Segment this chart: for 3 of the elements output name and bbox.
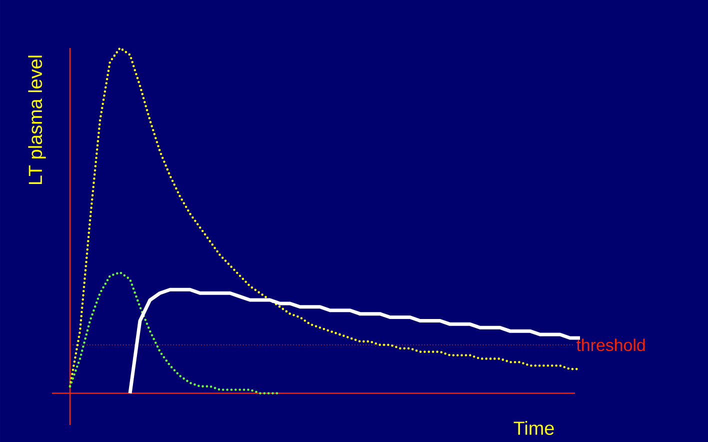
y-axis-title: LT plasma level <box>28 56 46 184</box>
x-axis-title: Time <box>514 421 554 435</box>
ref-line-label: threshold <box>576 338 645 352</box>
